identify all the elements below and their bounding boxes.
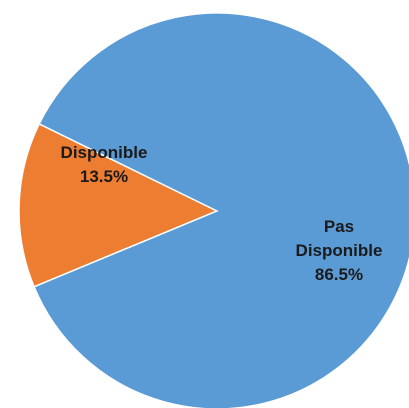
pie-labels: Disponible 13.5% Pas Disponible 86.5% — [61, 143, 383, 284]
pie-slices — [18, 12, 409, 408]
pie-slice-disponible — [18, 122, 219, 288]
data-label-value-pas-disponible: 86.5% — [315, 265, 363, 284]
pie-slice-pas-disponible — [33, 12, 409, 408]
data-label-value-disponible: 13.5% — [80, 167, 128, 186]
data-label-category-disponible: Disponible — [61, 143, 148, 162]
data-label-category-pas-disponible: Pas — [324, 217, 354, 236]
data-label-category-pas-disponible: Disponible — [296, 241, 383, 260]
